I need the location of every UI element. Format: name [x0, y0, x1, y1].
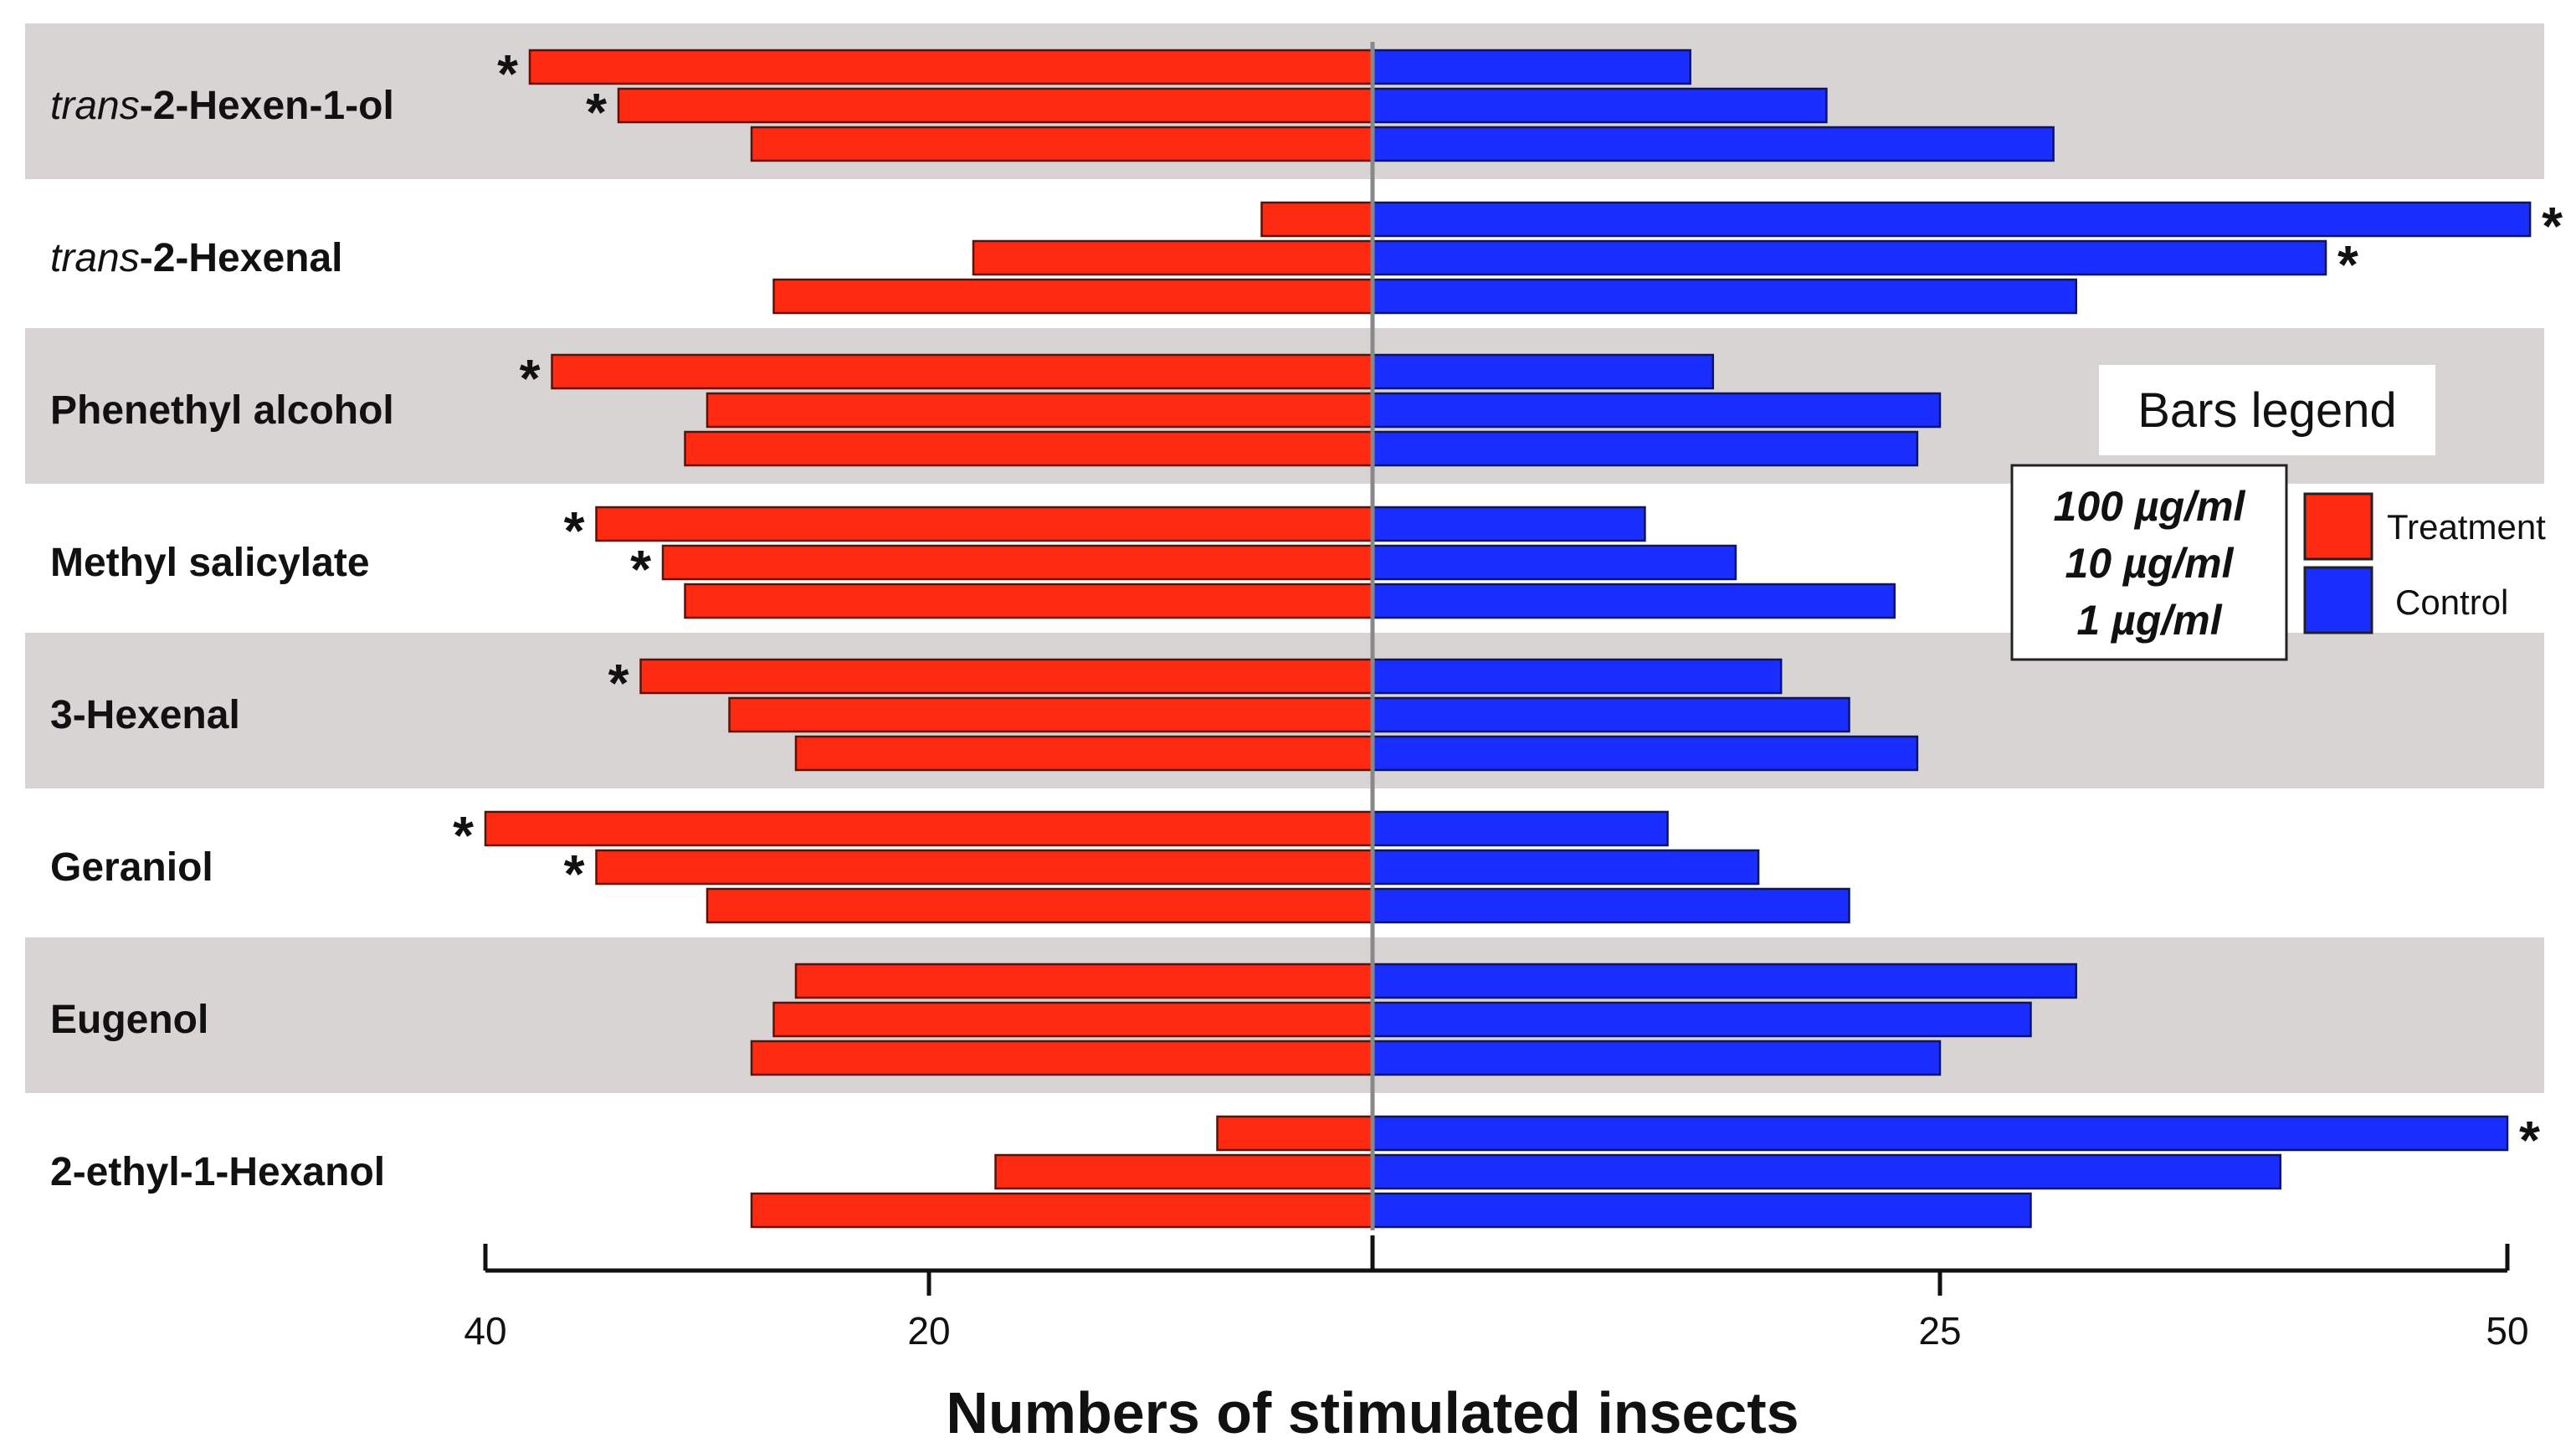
significance-star: * [453, 805, 474, 865]
treatment-bar [551, 353, 1374, 390]
category-label: 2-ethyl-1-Hexanol [50, 1150, 385, 1194]
treatment-bar [706, 887, 1374, 924]
significance-star: * [564, 844, 585, 904]
treatment-bar [684, 583, 1374, 619]
treatment-bar [750, 126, 1374, 162]
control-bar [1371, 201, 2532, 238]
category-label: Phenethyl alcohol [50, 388, 394, 433]
control-bar [1371, 49, 1691, 85]
significance-star: * [608, 653, 629, 713]
control-bar [1371, 849, 1760, 886]
treatment-bar [728, 696, 1374, 733]
control-bar [1371, 87, 1828, 124]
control-bar [1371, 544, 1737, 581]
bars [484, 49, 2532, 1229]
category-labels: trans-2-Hexen-1-ol trans-2-Hexenal Pheneth… [50, 84, 394, 1194]
x-tick-label: 50 [2486, 1309, 2528, 1353]
control-bar [1371, 506, 1646, 542]
treatment-bar [661, 544, 1374, 581]
treatment-bar [794, 963, 1374, 999]
control-bar [1371, 392, 1942, 429]
treatment-bar [972, 239, 1374, 276]
control-bar [1371, 658, 1783, 695]
category-label: Methyl salicylate [50, 541, 370, 585]
treatment-bar [772, 1001, 1374, 1038]
legend-concentration-100: 100 µg/ml [2054, 483, 2246, 530]
treatment-bar [750, 1040, 1374, 1076]
x-tick-label: 20 [907, 1309, 950, 1353]
control-bar [1371, 1115, 2509, 1152]
category-label: Geraniol [50, 845, 213, 890]
category-label: trans-2-Hexenal [50, 236, 342, 280]
treatment-bar [772, 278, 1374, 315]
treatment-bar [706, 392, 1374, 429]
significance-star: * [2542, 196, 2563, 256]
control-bar [1371, 735, 1919, 772]
legend-swatch-treatment [2303, 492, 2373, 561]
legend-title-box [2099, 365, 2435, 455]
significance-markers: *********** [453, 44, 2563, 1170]
significance-star: * [497, 44, 518, 104]
legend-concentration-box [2010, 464, 2288, 661]
legend-title: Bars legend [2137, 383, 2397, 438]
treatment-bar [595, 506, 1374, 542]
control-bar [1371, 430, 1919, 467]
x-axis: 40 20 25 50 [464, 1235, 2529, 1353]
significance-star: * [586, 82, 607, 142]
legend-label-treatment: Treatment [2387, 507, 2546, 547]
control-bar [1371, 239, 2327, 276]
control-bar [1371, 126, 2055, 162]
x-tick-label: 40 [464, 1309, 506, 1353]
category-label: trans-2-Hexen-1-ol [50, 84, 394, 128]
control-bar [1371, 1192, 2032, 1229]
control-bar [1371, 278, 2077, 315]
control-bar [1371, 810, 1669, 847]
category-label: Eugenol [50, 998, 208, 1042]
treatment-bar [684, 430, 1374, 467]
control-bar [1371, 1001, 2032, 1038]
treatment-bar [595, 849, 1374, 886]
legend-concentration-10: 10 µg/ml [2065, 540, 2234, 587]
legend-swatch-control [2303, 566, 2373, 634]
significance-star: * [630, 539, 651, 599]
control-bar [1371, 1040, 1942, 1076]
treatment-bar [750, 1192, 1374, 1229]
legend-label-control: Control [2395, 583, 2508, 622]
control-bar [1371, 963, 2077, 999]
significance-star: * [520, 348, 541, 408]
treatment-bar [617, 87, 1374, 124]
treatment-bar [484, 810, 1374, 847]
significance-star: * [564, 501, 585, 561]
significance-star: * [2337, 234, 2358, 295]
treatment-bar [1216, 1115, 1374, 1152]
category-label: 3-Hexenal [50, 693, 240, 737]
x-tick-label: 25 [1918, 1309, 1961, 1353]
treatment-bar [994, 1153, 1374, 1190]
control-bar [1371, 887, 1850, 924]
control-bar [1371, 353, 1715, 390]
treatment-bar [794, 735, 1374, 772]
control-bar [1371, 1153, 2282, 1190]
treatment-bar [1260, 201, 1374, 238]
significance-star: * [2519, 1110, 2540, 1170]
treatment-bar [639, 658, 1374, 695]
treatment-bar [528, 49, 1374, 85]
legend: Bars legend 100 µg/ml 10 µg/ml 1 µg/ml T… [2010, 365, 2546, 661]
x-axis-title: Numbers of stimulated insects [946, 1380, 1799, 1445]
control-bar [1371, 583, 1896, 619]
control-bar [1371, 696, 1850, 733]
legend-concentration-1: 1 µg/ml [2076, 597, 2222, 644]
